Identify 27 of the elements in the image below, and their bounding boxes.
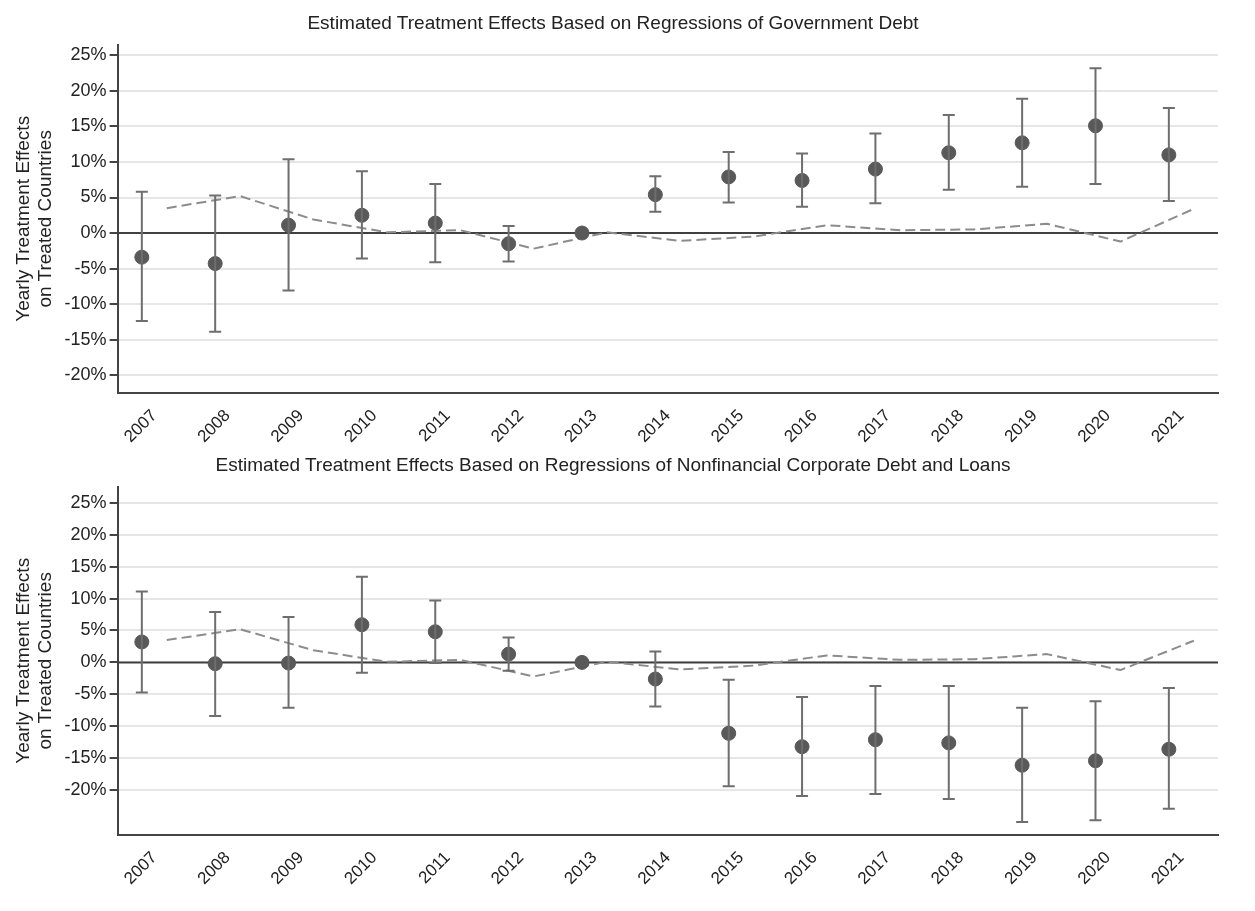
y-tick-label: 0% [80, 221, 107, 242]
chart-title: Estimated Treatment Effects Based on Regressions of Nonfinancial Corporate Debt and Loans [215, 453, 1011, 475]
y-tick-label: 0% [80, 651, 107, 672]
y-tick-label: -20% [64, 364, 107, 385]
point [574, 225, 590, 241]
chart-title: Estimated Treatment Effects Based on Regressions of Government Debt [307, 11, 920, 33]
line-series [165, 628, 1195, 678]
point [574, 654, 590, 670]
y-tick-label: 15% [70, 115, 107, 136]
y-tick-label: -20% [64, 779, 107, 800]
y-tick-label: 20% [70, 79, 107, 100]
y-tick-label: 15% [70, 555, 107, 576]
y-tick-label: 5% [80, 186, 107, 207]
y-axis-title: Yearly Treatment Effects on Treated Countries [11, 115, 56, 322]
y-axis-title: Yearly Treatment Effects on Treated Countries [11, 557, 56, 764]
y-tick-label: -10% [64, 293, 107, 314]
y-tick-label: 10% [70, 587, 107, 608]
y-tick-label: 10% [70, 150, 107, 171]
y-tick-label: 25% [70, 491, 107, 512]
y-tick-label: -5% [74, 257, 107, 278]
y-tick-label: 5% [80, 619, 107, 640]
y-tick-label: -5% [74, 683, 107, 704]
y-tick-label: -15% [64, 328, 107, 349]
y-tick-label: 25% [70, 44, 107, 65]
y-tick-label: 20% [70, 523, 107, 544]
y-tick-label: -10% [64, 715, 107, 736]
y-tick-label: -15% [64, 747, 107, 768]
